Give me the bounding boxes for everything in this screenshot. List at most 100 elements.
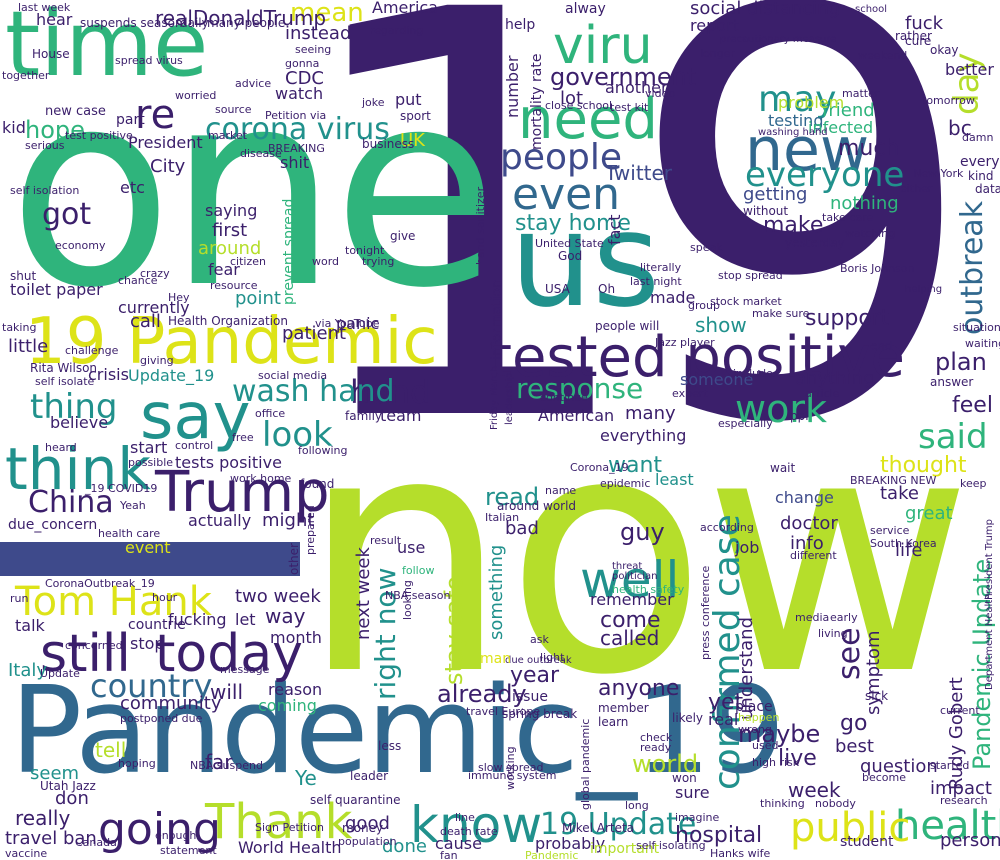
word-china: China	[28, 485, 114, 520]
word-italian: Italian	[485, 511, 520, 524]
word-alway: alway	[565, 1, 606, 17]
word-new: new	[745, 115, 870, 185]
word-close-school: close school	[545, 99, 613, 112]
word-hanks-wife: Hanks wife	[710, 847, 771, 860]
word-breaking-new: BREAKING NEW	[850, 474, 937, 487]
word-twitter: Twitter	[605, 161, 673, 185]
word-via-youtube: via YouTube	[315, 317, 380, 330]
word-current: current	[940, 704, 980, 717]
word-week: week	[788, 778, 841, 802]
word-health-care: health care	[98, 527, 161, 540]
word-info: info	[790, 533, 824, 554]
word-tom-hank: Tom Hank	[15, 579, 212, 625]
word-every: every	[960, 154, 1000, 170]
word-now: now	[300, 363, 973, 747]
word-precautionary-measure: precautionary measure	[720, 34, 837, 45]
word-spread-virus: spread virus	[115, 54, 183, 67]
word-kid: kid	[2, 118, 26, 137]
word-new-case: new case	[45, 104, 106, 119]
word-public: public	[790, 805, 911, 851]
word-right-now: right now	[369, 567, 402, 700]
word-service: service	[870, 524, 910, 537]
word-bad: bad	[505, 518, 539, 539]
word-together: together	[2, 69, 50, 82]
word-america: America	[372, 0, 438, 17]
word-number: number	[503, 55, 522, 118]
word-disease: disease	[240, 147, 282, 160]
word-nothing: nothing	[830, 193, 899, 214]
word-crisis: crisis	[88, 365, 129, 384]
word-report: report	[690, 16, 739, 35]
word-member: member	[598, 701, 649, 715]
word-business: business	[362, 137, 415, 151]
word-rita-wilson: Rita Wilson	[30, 361, 98, 375]
word-need: need	[518, 87, 658, 152]
word-self-isolation: self isolation	[10, 184, 80, 197]
word-high-risk: high risk	[752, 756, 800, 769]
word-washing-hand: washing hand	[758, 127, 828, 138]
word-due-outbreak: due outbreak	[505, 655, 572, 666]
word-read: read	[485, 483, 540, 511]
word-shit: shit	[280, 153, 310, 172]
word-place: place	[735, 699, 773, 715]
word-threat: threat	[612, 561, 643, 572]
word-less: less	[378, 739, 402, 753]
word-issue: issue	[512, 689, 548, 705]
word-tonight: tonight	[345, 244, 385, 257]
word-show: show	[695, 313, 747, 337]
word-resource: resource	[210, 279, 258, 292]
word-thinking: thinking	[760, 797, 805, 810]
word-utah-jazz: Utah Jazz	[40, 779, 96, 793]
word-won: won	[672, 771, 697, 785]
word-according: according	[700, 521, 754, 534]
word-happen: happen	[738, 711, 780, 724]
word-article: article	[805, 387, 840, 400]
word-take: take	[880, 483, 919, 504]
word-least: least	[655, 470, 694, 489]
word-still: still	[40, 624, 131, 684]
word-economy: economy	[55, 239, 106, 252]
word-data: data	[975, 182, 1000, 196]
word-plan: plan	[935, 348, 987, 376]
word-people-will: people will	[595, 319, 660, 333]
word-information: information	[489, 279, 505, 360]
word-become: become	[862, 771, 907, 784]
word-mean: mean	[290, 0, 364, 28]
word-sport: sport	[400, 109, 431, 123]
word-health: health	[895, 803, 1000, 849]
word-uk: UK	[400, 130, 425, 151]
word-stay-home: stay home	[515, 211, 631, 236]
word-different: different	[790, 549, 837, 562]
word-work: work	[735, 387, 827, 431]
word-boris-johnson: Boris Johnson	[840, 262, 915, 275]
word-hand-sanitizer: hand sanitizer	[474, 186, 487, 265]
word-end: end	[870, 339, 893, 353]
word-school: school	[855, 4, 888, 15]
word-job: job	[735, 538, 760, 557]
word-life: life	[895, 540, 923, 561]
word-daily: daily	[180, 16, 209, 30]
word-without: without	[743, 204, 789, 218]
word-test-kit: test kit	[610, 101, 649, 114]
word-panic: panic	[336, 314, 380, 333]
word-weekend: weekend	[858, 49, 908, 62]
word-helping: helping	[905, 284, 943, 295]
word-come: come	[600, 608, 661, 633]
word-testing: testing	[768, 111, 824, 130]
word-slow-spread: slow spread	[478, 761, 544, 774]
word-cause: cause	[435, 834, 482, 853]
word-update-19b: Update_19	[128, 366, 215, 385]
word-many: many	[625, 403, 676, 424]
word-month: month	[270, 628, 322, 647]
word-breaking: BREAKING	[268, 142, 325, 155]
word-go: go	[840, 711, 868, 736]
word-joke: joke	[362, 96, 385, 109]
word-tomorrow: tomorrow	[922, 94, 975, 107]
word-waiting: waiting	[965, 337, 1000, 350]
word-likely: likely	[672, 711, 704, 725]
word-sign-petition: Sign Petition	[255, 821, 324, 834]
word-team: team	[380, 406, 422, 425]
word-rather: rather	[895, 29, 932, 43]
word-free: free	[232, 431, 254, 444]
word-call: call	[130, 311, 161, 332]
